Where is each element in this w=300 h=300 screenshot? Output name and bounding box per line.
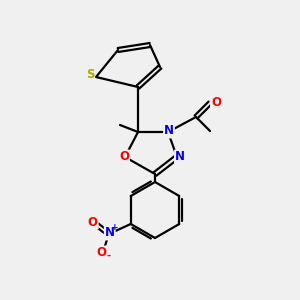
Text: O: O [97,247,107,260]
Text: +: + [111,223,118,232]
Text: N: N [175,151,185,164]
Text: S: S [86,68,94,82]
Text: O: O [119,151,129,164]
Text: -: - [106,251,111,261]
Text: N: N [105,226,115,239]
Text: O: O [211,95,221,109]
Text: O: O [88,215,98,229]
Text: N: N [164,124,174,137]
